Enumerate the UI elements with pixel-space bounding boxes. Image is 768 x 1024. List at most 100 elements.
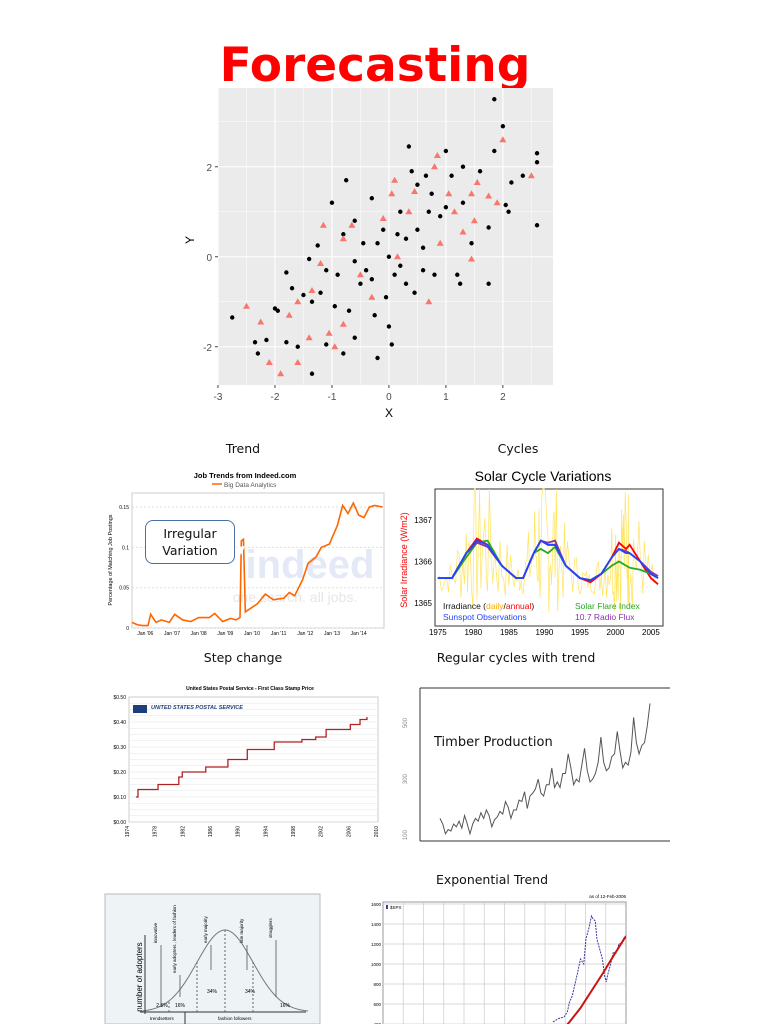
- scatter-point-circle: [386, 324, 392, 329]
- scatter-point-circle: [520, 173, 526, 178]
- y-tick-label: 0: [126, 626, 129, 632]
- y-tick-label: 0.15: [119, 505, 129, 511]
- scatter-point-circle: [252, 340, 258, 345]
- scatter-point-circle: [230, 315, 235, 320]
- scatter-point-circle: [352, 218, 357, 223]
- scatter-point-circle: [383, 295, 389, 300]
- scatter-point-circle: [437, 214, 443, 219]
- scatter-point-triangle: [325, 329, 333, 336]
- legend-daily: daily: [486, 601, 504, 611]
- segment-label: early majority: [203, 915, 208, 943]
- y-tick-label: $0.40: [113, 720, 126, 726]
- x-tick-label: 1974: [125, 826, 131, 837]
- y-tick-label: 1600: [371, 902, 382, 907]
- scatter-point-circle: [295, 344, 300, 349]
- scatter-point-circle: [460, 200, 466, 205]
- y-tick-label: 1200: [371, 942, 382, 947]
- y-tick-label: $0.30: [113, 745, 126, 751]
- segment-label: innovative: [153, 922, 158, 943]
- x-tick-label: Jan '12: [297, 631, 313, 637]
- scatter-point-circle: [534, 151, 540, 156]
- timber-production-chart: 100 300 500: [403, 687, 670, 842]
- timber-production-label: Timber Production: [434, 735, 553, 750]
- y-tick-label: 0.05: [119, 586, 129, 592]
- scatter-point-triangle: [436, 239, 444, 246]
- legend-flare: Solar Flare Index: [575, 601, 640, 611]
- y-tick-label: 300: [403, 773, 409, 784]
- scatter-point-circle: [318, 290, 323, 295]
- scatter-point-triangle: [317, 260, 325, 266]
- scatter-point-circle: [403, 236, 409, 241]
- y-tick-label: -2: [203, 343, 212, 354]
- scatter-point-triangle: [388, 190, 396, 197]
- scatter-point-triangle: [242, 302, 250, 309]
- scatter-point-triangle: [356, 271, 364, 278]
- x-tick-label: 2: [500, 392, 506, 403]
- scatter-point-triangle: [285, 311, 293, 318]
- x-tick-label: 1980: [464, 628, 482, 637]
- scatter-point-triangle: [459, 228, 467, 235]
- scatter-point-circle: [426, 209, 431, 214]
- y-tick-label: 1366: [414, 557, 432, 566]
- scatter-point-triangle: [425, 298, 433, 305]
- scatter-point-circle: [534, 160, 540, 165]
- scatter-point-triangle: [527, 172, 535, 179]
- scatter-point-triangle: [339, 235, 347, 242]
- scatter-point-circle: [492, 97, 497, 102]
- solar-cycle-chart: Solar Cycle Variations 1365 1366 1367 1975 19…: [399, 468, 664, 637]
- scatter-point-circle: [329, 200, 335, 205]
- scatter-point-circle: [255, 351, 261, 356]
- y-axis-label: Y: [183, 236, 197, 244]
- scatter-point-triangle: [433, 152, 441, 158]
- legend-label: Big Data Analytics: [224, 482, 277, 489]
- x-tick-label: 1998: [291, 826, 297, 837]
- scatter-point-circle: [486, 281, 491, 286]
- scatter-point-triangle: [265, 359, 273, 365]
- y-tick-label: 1000: [371, 962, 382, 967]
- x-tick-label: Jan '10: [244, 631, 260, 637]
- scatter-point-triangle: [368, 293, 376, 300]
- percent-label: 16%: [175, 1003, 186, 1009]
- callout-pointer: [237, 546, 245, 555]
- percent-label: 16%: [280, 1003, 291, 1009]
- x-tick-label: 1: [443, 392, 449, 403]
- scatter-point-triangle: [470, 217, 478, 224]
- scatter-point-circle: [460, 164, 466, 169]
- scatter-point-circle: [386, 254, 392, 259]
- scatter-point-circle: [449, 173, 454, 178]
- chart-title: Solar Cycle Variations: [475, 468, 612, 484]
- x-tick-label: 1990: [236, 826, 242, 837]
- y-tick-label: 1400: [371, 922, 382, 927]
- caption-exponential: Exponential Trend: [435, 872, 549, 887]
- group-fashion-followers: fashion followers: [218, 1016, 252, 1021]
- x-tick-label: 1985: [500, 628, 518, 637]
- y-tick-label: 400: [373, 1022, 381, 1024]
- x-tick-label: Jan '14: [351, 631, 367, 637]
- scatter-point-triangle: [450, 208, 458, 215]
- chart-title: United States Postal Service - First Cla…: [186, 686, 314, 692]
- x-tick-label: 2002: [319, 826, 325, 837]
- scatter-point-circle: [369, 277, 375, 282]
- plot-background: [218, 88, 553, 385]
- segment-label: stragglers: [268, 917, 273, 938]
- scatter-point-circle: [324, 342, 329, 347]
- scatter-point-triangle: [294, 298, 302, 305]
- scatter-point-circle: [412, 290, 417, 295]
- x-tick-label: 1995: [571, 628, 589, 637]
- x-tick-label: -3: [214, 392, 223, 403]
- scatter-point-circle: [429, 191, 434, 196]
- y-tick-label: 100: [403, 830, 409, 841]
- series-line-sunspot-observations: [437, 539, 659, 582]
- irregular-variation-callout: Irregular Variation: [145, 520, 235, 564]
- x-tick-label: 1994: [263, 826, 269, 837]
- caption-step-change: Step change: [203, 650, 283, 665]
- adoption-curve-diagram: number of adopters innovative early adopte…: [104, 893, 321, 1024]
- scatter-point-triangle: [493, 199, 501, 206]
- y-tick-label: 600: [373, 1002, 381, 1007]
- x-tick-label: 0: [386, 392, 392, 403]
- x-tick-label: 1986: [208, 826, 214, 837]
- scatter-point-triangle: [391, 176, 399, 183]
- scatter-point-circle: [341, 232, 346, 237]
- y-tick-label: $0.50: [113, 695, 126, 701]
- segment-label: late majority: [239, 918, 244, 943]
